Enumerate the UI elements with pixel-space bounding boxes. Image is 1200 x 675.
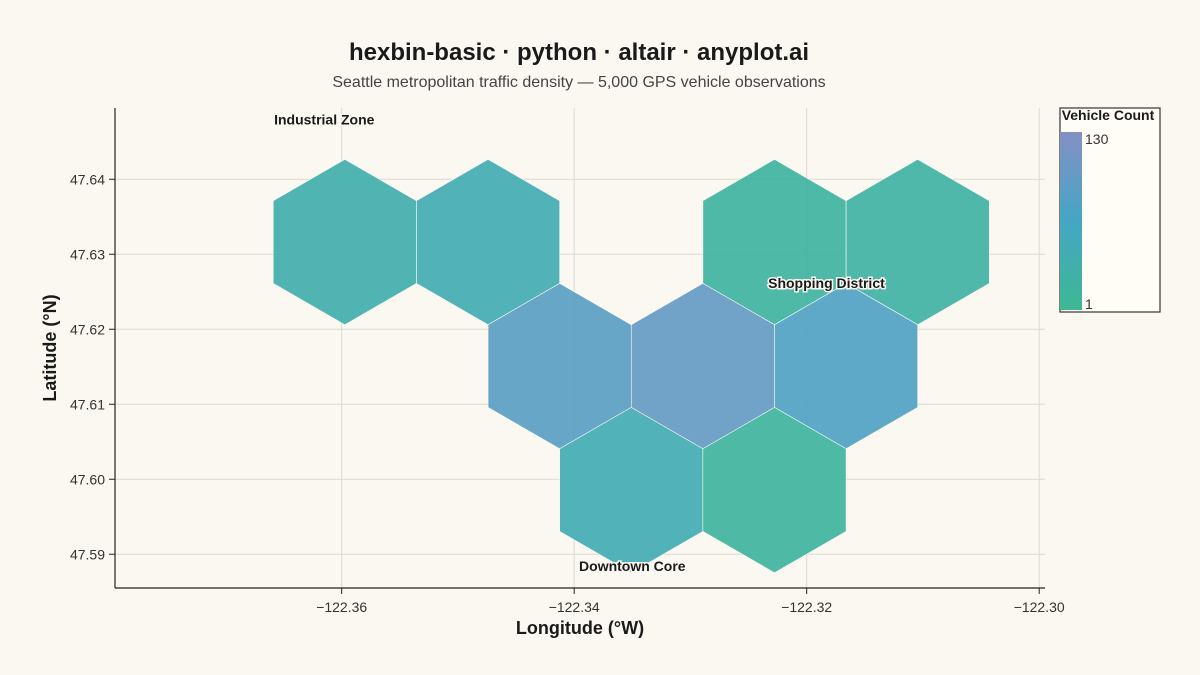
annotation-label: Industrial Zone — [274, 112, 375, 128]
annotation-labels: Industrial Zone Shopping District Downtown… — [273, 110, 887, 575]
x-tick-label: −122.30 — [1014, 599, 1065, 615]
chart-subtitle: Seattle metropolitan traffic density — 5… — [332, 74, 825, 91]
x-axis-ticks: −122.36 −122.34 −122.32 −122.30 — [316, 588, 1065, 615]
color-legend: Vehicle Count 130 1 — [1059, 107, 1161, 313]
legend-max-label: 130 — [1085, 131, 1109, 147]
chart-title: hexbin-basic · python · altair · anyplot… — [349, 39, 809, 66]
y-tick-label: 47.63 — [70, 246, 105, 262]
hexbin-cells — [272, 158, 990, 574]
legend-gradient-bar — [1060, 132, 1082, 310]
hexbin-cell — [272, 158, 417, 326]
x-tick-label: −122.32 — [781, 599, 832, 615]
x-tick-label: −122.34 — [549, 599, 600, 615]
y-tick-label: 47.61 — [70, 396, 105, 412]
y-axis-ticks: 47.59 47.60 47.61 47.62 47.63 47.64 — [70, 171, 115, 562]
y-tick-label: 47.62 — [70, 321, 105, 337]
annotation-label: Shopping District — [768, 275, 885, 291]
legend-title: Vehicle Count — [1062, 107, 1155, 123]
x-tick-label: −122.36 — [316, 599, 367, 615]
y-axis-title: Latitude (°N) — [40, 294, 60, 401]
x-axis-title: Longitude (°W) — [516, 618, 644, 638]
legend-min-label: 1 — [1085, 296, 1093, 312]
annotation-label: Downtown Core — [579, 558, 686, 574]
y-tick-label: 47.64 — [70, 171, 105, 187]
y-tick-label: 47.60 — [70, 471, 105, 487]
axes — [114, 108, 1045, 589]
y-tick-label: 47.59 — [70, 546, 105, 562]
hexbin-cell — [702, 407, 847, 574]
